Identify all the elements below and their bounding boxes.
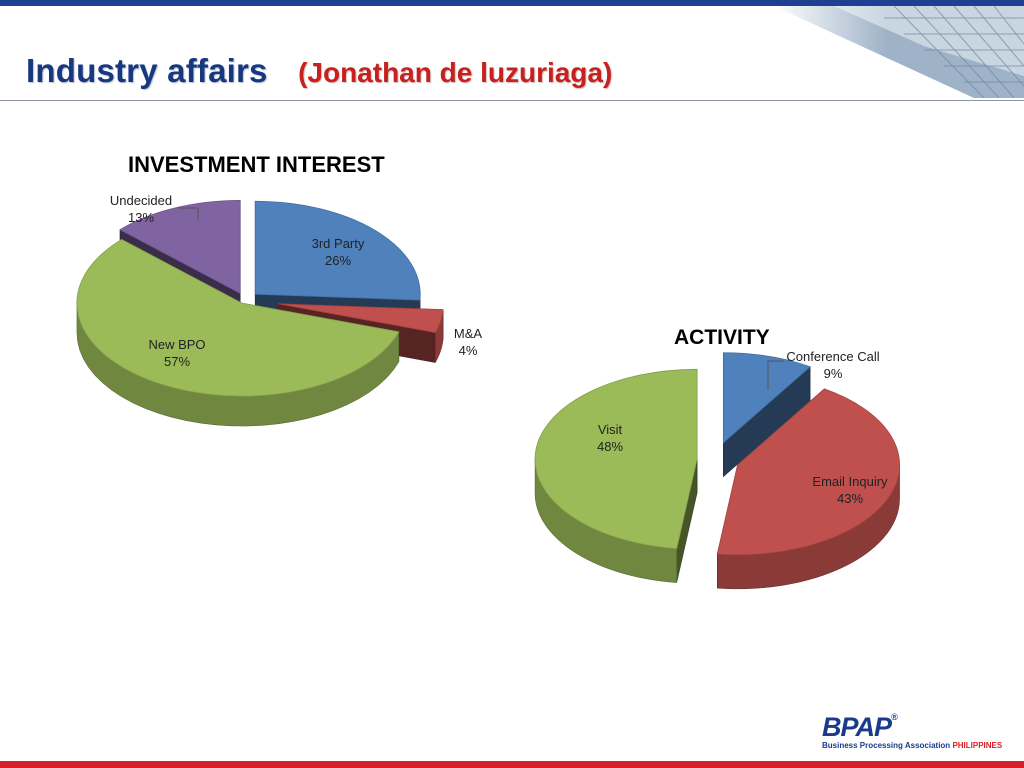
- bpap-logo: BPAP® Business Processing Association PH…: [822, 712, 1012, 750]
- pie-slice-m-a: [278, 303, 444, 334]
- slide-subtitle: (Jonathan de luzuriaga): [298, 57, 613, 88]
- pie-slice-conference-call: [722, 352, 811, 444]
- slide-title: Industry affairs: [26, 52, 268, 89]
- pie-slice-email-inquiry: [716, 388, 900, 556]
- logo-registered-mark: ®: [891, 712, 898, 722]
- pie-chart-investment-interest: INVESTMENT INTEREST 3rd Party 26% M&A 4% New …: [76, 152, 483, 427]
- slice-value-visit: 48%: [597, 439, 623, 454]
- slice-value-3rd-party: 26%: [325, 253, 351, 268]
- leader-line-conference-call: [767, 360, 784, 390]
- chart-title-investment-interest: INVESTMENT INTEREST: [128, 152, 385, 177]
- bottom-accent-bar: [0, 761, 1024, 768]
- logo-mark-text: BPAP: [822, 712, 892, 742]
- title-divider: [0, 100, 1024, 101]
- logo-mark: BPAP®: [822, 712, 1012, 743]
- slice-value-new-bpo: 57%: [164, 354, 190, 369]
- slice-label-undecided: Undecided: [110, 193, 172, 208]
- pie-slice-undecided: [119, 199, 241, 295]
- slice-value-m-a: 4%: [459, 343, 478, 358]
- slice-value-conference-call: 9%: [824, 366, 843, 381]
- pie-chart-activity: ACTIVITY Conference Call 9% Email Inquiry 43…: [534, 326, 900, 590]
- top-accent-bar: [0, 0, 1024, 6]
- leader-line-undecided: [178, 207, 199, 221]
- pie-slice-visit: [534, 368, 698, 550]
- slice-label-m-a: M&A: [454, 326, 483, 341]
- chart-title-activity: ACTIVITY: [674, 326, 770, 349]
- pie-slice-new-bpo: [76, 238, 400, 397]
- slice-value-email-inquiry: 43%: [837, 491, 863, 506]
- slice-label-new-bpo: New BPO: [148, 337, 205, 352]
- slice-label-3rd-party: 3rd Party: [312, 236, 365, 251]
- building-decoration-image: [774, 6, 1024, 98]
- slice-label-email-inquiry: Email Inquiry: [812, 474, 888, 489]
- slice-label-visit: Visit: [598, 422, 623, 437]
- pie-slice-3rd-party: [254, 200, 421, 301]
- slice-label-conference-call: Conference Call: [786, 349, 879, 364]
- logo-country: PHILIPPINES: [952, 741, 1003, 750]
- slice-value-undecided: 13%: [128, 210, 154, 225]
- logo-tagline: Business Processing Association PHILIPPI…: [822, 741, 1012, 750]
- logo-name: Business Processing Association: [822, 741, 951, 750]
- slide-title-block: Industry affairs (Jonathan de luzuriaga): [26, 52, 612, 90]
